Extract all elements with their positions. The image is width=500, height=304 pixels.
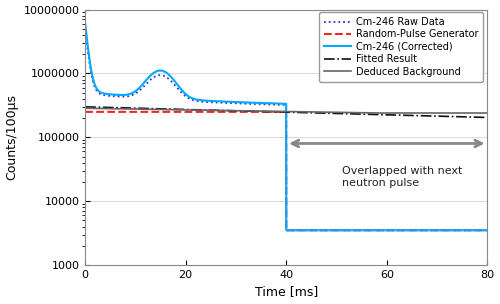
Line: Fitted Result: Fitted Result <box>85 107 487 117</box>
Fitted Result <box>279 110 285 114</box>
Cm-246 (Corrected) <box>484 228 490 232</box>
Cm-246 Raw Data <box>283 228 289 232</box>
Random-Pulse Generator <box>339 228 345 232</box>
Cm-246 Raw Data <box>484 228 490 232</box>
Cm-246 (Corrected) <box>152 70 158 74</box>
Cm-246 (Corrected) <box>283 228 289 232</box>
Cm-246 Raw Data <box>475 228 481 232</box>
Cm-246 (Corrected) <box>105 92 111 96</box>
Fitted Result <box>84 105 90 109</box>
X-axis label: Time [ms]: Time [ms] <box>254 285 318 299</box>
Fitted Result <box>106 106 112 109</box>
Legend: Cm-246 Raw Data, Random-Pulse Generator, Cm-246 (Corrected), Fitted Result, Dedu: Cm-246 Raw Data, Random-Pulse Generator,… <box>319 12 484 81</box>
Fitted Result <box>82 105 88 109</box>
Cm-246 (Corrected) <box>82 22 88 26</box>
Fitted Result <box>463 115 469 119</box>
Cm-246 (Corrected) <box>475 228 481 232</box>
Line: Deduced Background: Deduced Background <box>85 108 487 113</box>
Cm-246 (Corrected) <box>289 228 295 232</box>
Deduced Background <box>279 110 285 113</box>
Y-axis label: Counts/100μs: Counts/100μs <box>6 94 18 180</box>
Deduced Background <box>84 106 90 110</box>
Random-Pulse Generator <box>283 228 289 232</box>
Deduced Background <box>365 111 371 115</box>
Cm-246 Raw Data <box>105 94 111 98</box>
Deduced Background <box>484 111 490 115</box>
Random-Pulse Generator <box>232 110 238 114</box>
Cm-246 Raw Data <box>339 228 345 232</box>
Deduced Background <box>463 111 469 115</box>
Random-Pulse Generator <box>484 228 490 232</box>
Deduced Background <box>99 107 105 110</box>
Line: Cm-246 (Corrected): Cm-246 (Corrected) <box>85 24 487 230</box>
Cm-246 Raw Data <box>232 102 238 105</box>
Deduced Background <box>106 107 112 110</box>
Line: Random-Pulse Generator: Random-Pulse Generator <box>85 112 487 230</box>
Text: Overlapped with next
neutron pulse: Overlapped with next neutron pulse <box>342 166 462 188</box>
Deduced Background <box>161 108 167 111</box>
Cm-246 Raw Data <box>82 27 88 30</box>
Fitted Result <box>161 107 167 111</box>
Random-Pulse Generator <box>475 228 481 232</box>
Random-Pulse Generator <box>289 228 295 232</box>
Cm-246 (Corrected) <box>339 228 345 232</box>
Cm-246 Raw Data <box>289 228 295 232</box>
Cm-246 Raw Data <box>152 74 158 78</box>
Cm-246 (Corrected) <box>232 100 238 104</box>
Deduced Background <box>82 106 88 110</box>
Random-Pulse Generator <box>152 110 158 114</box>
Random-Pulse Generator <box>105 110 111 114</box>
Fitted Result <box>484 116 490 119</box>
Line: Cm-246 Raw Data: Cm-246 Raw Data <box>85 29 487 230</box>
Fitted Result <box>99 105 105 109</box>
Random-Pulse Generator <box>82 110 88 114</box>
